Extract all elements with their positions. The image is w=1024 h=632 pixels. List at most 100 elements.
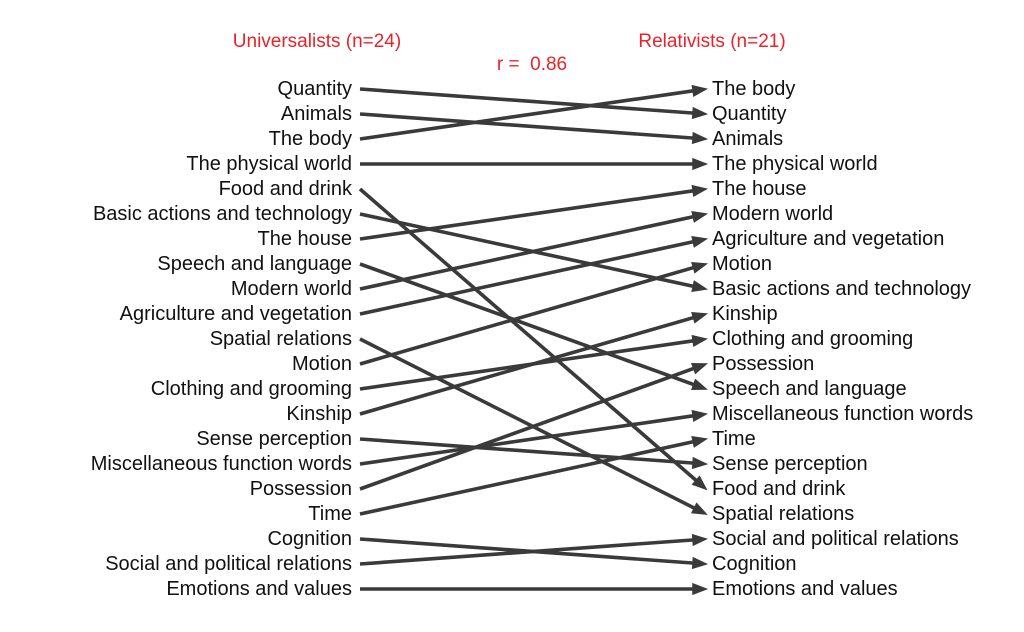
right-label-social-and-political-relations: Social and political relations (712, 528, 959, 550)
right-label-kinship: Kinship (712, 303, 778, 325)
arrowhead-icon (691, 210, 709, 223)
arrowhead-icon (692, 582, 709, 596)
arrow-line (359, 214, 695, 291)
arrow-the-physical-world (360, 157, 709, 171)
left-label-miscellaneous-function-words: Miscellaneous function words (91, 453, 352, 475)
arrow-speech-and-language (359, 262, 708, 391)
left-ranking-labels: Quantity Animals The body The physical worl… (91, 78, 353, 600)
arrow-modern-world (359, 210, 709, 291)
arrow-food-and-drink (358, 187, 708, 491)
arrowhead-icon (691, 533, 709, 547)
arrow-possession (359, 362, 708, 491)
correlation-annotation: r = 0.86 (497, 54, 567, 75)
arrowhead-icon (692, 157, 709, 171)
arrow-line (359, 239, 695, 316)
right-header: Relativists (n=21) (638, 31, 785, 52)
right-label-the-body: The body (712, 78, 795, 100)
left-label-basic-actions-and-technology: Basic actions and technology (93, 203, 352, 225)
arrow-quantity (359, 87, 709, 120)
arrow-basic-actions-and-technology (359, 212, 709, 293)
arrowhead-icon (691, 261, 709, 274)
arrow-agriculture-and-vegetation (359, 235, 709, 316)
arrow-line (359, 262, 696, 387)
right-label-modern-world: Modern world (712, 203, 833, 225)
right-label-cognition: Cognition (712, 553, 797, 575)
arrowhead-icon (690, 502, 708, 515)
right-label-possession: Possession (712, 353, 814, 375)
arrowhead-icon (691, 311, 709, 324)
left-label-possession: Possession (250, 478, 352, 500)
arrow-the-house (359, 184, 709, 241)
right-label-sense-perception: Sense perception (712, 453, 868, 475)
left-label-spatial-relations: Spatial relations (210, 328, 352, 350)
arrow-line (359, 87, 695, 115)
arrowhead-icon (690, 378, 708, 391)
right-label-animals: Animals (712, 128, 783, 150)
right-label-agriculture-and-vegetation: Agriculture and vegetation (712, 228, 944, 250)
left-header: Universalists (n=24) (233, 31, 401, 52)
arrowhead-icon (691, 334, 709, 347)
left-label-the-house: The house (257, 228, 352, 250)
right-label-basic-actions-and-technology: Basic actions and technology (712, 278, 971, 300)
left-label-food-and-drink: Food and drink (219, 178, 353, 200)
left-label-clothing-and-grooming: Clothing and grooming (151, 378, 352, 400)
arrowhead-icon (691, 475, 708, 491)
left-label-social-and-political-relations: Social and political relations (105, 553, 352, 575)
arrow-miscellaneous-function-words (359, 409, 709, 466)
arrow-kinship (359, 311, 709, 416)
right-ranking-labels: The body Quantity Animals The physical worl… (712, 78, 973, 600)
arrow-line (359, 315, 695, 416)
arrow-line (358, 187, 699, 483)
arrowhead-icon (691, 556, 709, 570)
arrowhead-icon (691, 235, 709, 248)
arrowhead-icon (691, 84, 709, 97)
arrowhead-icon (691, 456, 709, 470)
arrow-line (359, 265, 695, 366)
right-label-the-physical-world: The physical world (712, 153, 878, 175)
arrow-line (359, 188, 695, 241)
right-label-food-and-drink: Food and drink (712, 478, 846, 500)
left-label-modern-world: Modern world (231, 278, 352, 300)
arrow-line (359, 337, 697, 511)
right-label-emotions-and-values: Emotions and values (712, 578, 898, 600)
left-label-sense-perception: Sense perception (196, 428, 352, 450)
arrow-the-body (359, 84, 709, 141)
left-label-the-body: The body (269, 128, 352, 150)
arrow-line (359, 212, 695, 289)
arrow-social-and-political-relations (359, 533, 709, 566)
left-label-motion: Motion (292, 353, 352, 375)
arrowhead-icon (691, 409, 709, 422)
arrow-time (359, 435, 709, 516)
arrowhead-icon (690, 362, 708, 375)
arrow-animals (359, 112, 709, 145)
right-label-miscellaneous-function-words: Miscellaneous function words (712, 403, 973, 425)
arrowhead-icon (691, 106, 709, 120)
left-label-kinship: Kinship (286, 403, 352, 425)
left-label-the-physical-world: The physical world (186, 153, 352, 175)
arrow-line (359, 112, 695, 140)
left-label-animals: Animals (281, 103, 352, 125)
left-label-speech-and-language: Speech and language (157, 253, 352, 275)
left-label-time: Time (308, 503, 352, 525)
right-label-speech-and-language: Speech and language (712, 378, 907, 400)
right-label-clothing-and-grooming: Clothing and grooming (712, 328, 913, 350)
arrow-sense-perception (359, 437, 709, 470)
right-label-quantity: Quantity (712, 103, 786, 125)
left-label-cognition: Cognition (267, 528, 352, 550)
right-label-the-house: The house (712, 178, 807, 200)
right-label-spatial-relations: Spatial relations (712, 503, 854, 525)
arrow-line (359, 437, 695, 465)
arrow-motion (359, 261, 709, 366)
arrow-line (359, 366, 696, 491)
arrowhead-icon (691, 184, 709, 197)
right-label-time: Time (712, 428, 756, 450)
left-label-agriculture-and-vegetation: Agriculture and vegetation (120, 303, 352, 325)
left-label-emotions-and-values: Emotions and values (166, 578, 352, 600)
right-label-motion: Motion (712, 253, 772, 275)
arrowhead-icon (691, 131, 709, 145)
arrow-line (359, 439, 695, 516)
arrowhead-icon (691, 435, 709, 448)
arrow-line (359, 538, 695, 566)
arrow-emotions-and-values (360, 582, 709, 596)
